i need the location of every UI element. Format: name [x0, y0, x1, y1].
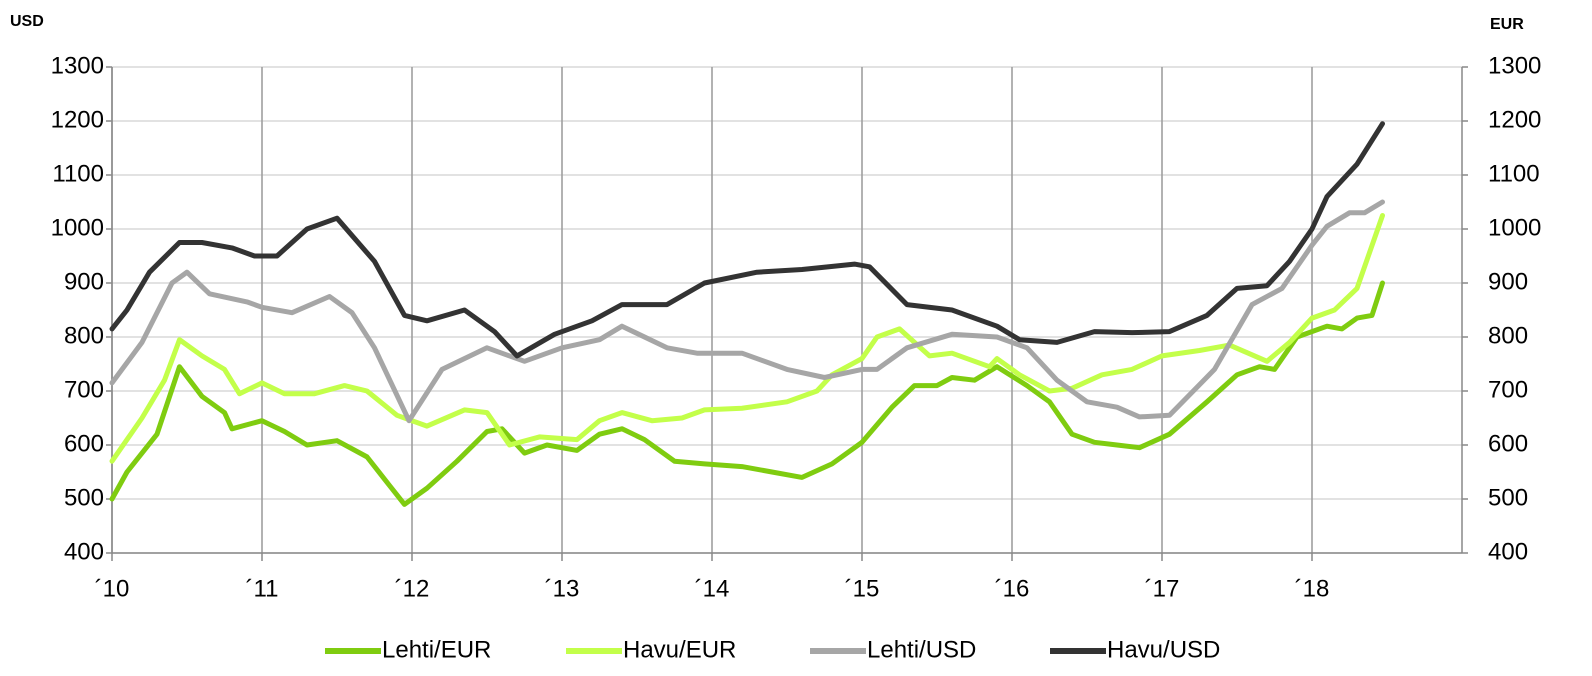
series-line — [109, 280, 1385, 507]
y2-tick-label: 1100 — [1488, 160, 1540, 187]
y-tick-label: 1200 — [51, 106, 104, 133]
y2-tick-label: 1300 — [1488, 52, 1541, 79]
x-tick-label: ´13 — [545, 575, 580, 602]
y-tick-label: 1100 — [52, 160, 104, 187]
series-line — [109, 121, 1385, 359]
x-tick-label: ´14 — [695, 575, 730, 602]
legend-label: Havu/EUR — [623, 636, 736, 663]
legend-label: Lehti/EUR — [382, 636, 491, 663]
y2-tick-label: 1200 — [1488, 106, 1541, 133]
y-axis-label: USD — [10, 13, 44, 30]
y-tick-label: 500 — [64, 484, 104, 511]
legend-label: Lehti/USD — [867, 636, 976, 663]
y2-tick-label: 800 — [1488, 322, 1528, 349]
series-line — [109, 213, 1385, 464]
x-tick-label: ´10 — [95, 575, 130, 602]
x-tick-label: ´18 — [1295, 575, 1330, 602]
y-tick-label: 800 — [64, 322, 104, 349]
y-tick-label: 900 — [64, 268, 104, 295]
y2-tick-label: 900 — [1488, 268, 1528, 295]
x-tick-label: ´11 — [246, 575, 279, 602]
legend-label: Havu/USD — [1107, 636, 1220, 663]
y2-tick-label: 1000 — [1488, 214, 1541, 241]
y-tick-label: 600 — [64, 430, 104, 457]
y-tick-label: 400 — [64, 538, 104, 565]
y2-tick-label: 600 — [1488, 430, 1528, 457]
y2-axis-label: EUR — [1490, 16, 1524, 33]
x-tick-label: ´16 — [995, 575, 1030, 602]
x-tick-label: ´15 — [845, 575, 880, 602]
y2-tick-label: 500 — [1488, 484, 1528, 511]
y-tick-label: 1300 — [51, 52, 104, 79]
y2-tick-label: 400 — [1488, 538, 1528, 565]
x-tick-label: ´17 — [1145, 575, 1180, 602]
y-tick-label: 1000 — [51, 214, 104, 241]
series-line — [109, 199, 1385, 424]
y-tick-label: 700 — [64, 376, 104, 403]
x-tick-label: ´12 — [395, 575, 430, 602]
y2-tick-label: 700 — [1488, 376, 1528, 403]
